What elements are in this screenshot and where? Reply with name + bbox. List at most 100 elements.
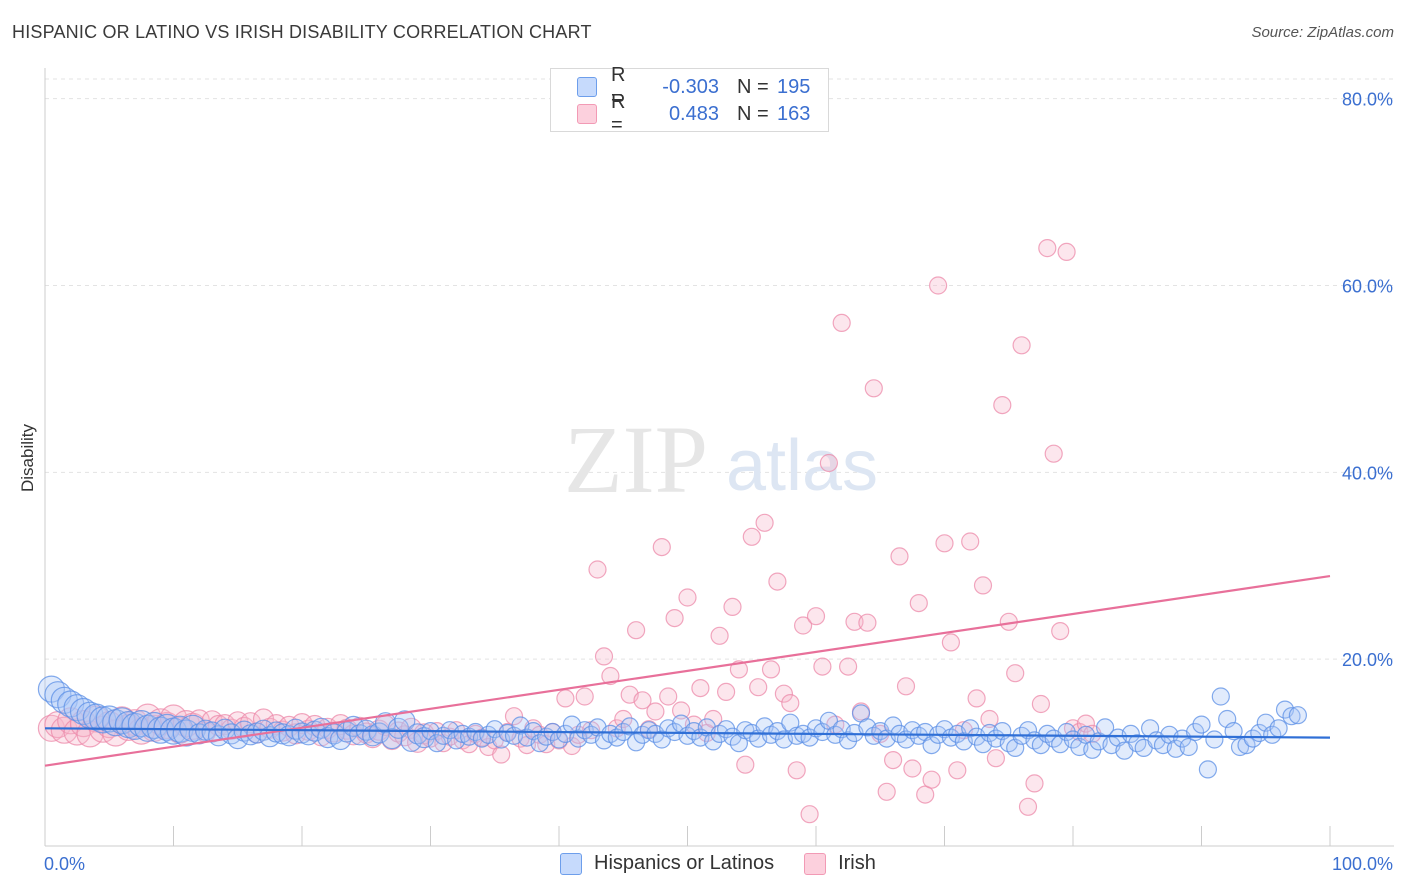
irish-point	[980, 709, 999, 729]
irish-point	[819, 453, 839, 473]
y-tick-label: 60.0%	[1342, 277, 1393, 297]
legend-row-irish: R = 0.483 N = 163	[577, 91, 811, 136]
legend-label-hispanic: Hispanics or Latinos	[594, 852, 775, 874]
irish-point	[832, 313, 851, 332]
hispanic-point	[530, 734, 549, 753]
irish-point	[614, 709, 633, 729]
hispanic-point	[922, 735, 941, 755]
hispanic-point	[1224, 721, 1243, 741]
irish-point	[877, 782, 896, 801]
irish-point	[646, 702, 665, 721]
irish-point	[973, 576, 993, 595]
r-label: R =	[611, 91, 626, 136]
hispanic-point	[1288, 706, 1308, 725]
hispanic-point	[781, 713, 800, 732]
legend-item-hispanic: Hispanics or Latinos	[560, 852, 774, 875]
legend-swatch-irish	[577, 104, 597, 124]
irish-point	[588, 560, 607, 579]
irish-point	[691, 678, 710, 698]
irish-point	[665, 608, 684, 628]
hispanic-point	[1282, 707, 1301, 726]
irish-point	[729, 660, 749, 679]
hispanic-point	[1121, 724, 1140, 744]
hispanic-point	[1198, 760, 1218, 779]
legend-row-hispanic: R = -0.303 N = 195	[577, 64, 811, 109]
r-value-irish: 0.483	[668, 102, 719, 125]
irish-point	[710, 626, 729, 645]
irish-point	[723, 597, 742, 617]
irish-point	[774, 684, 794, 703]
y-tick-label: 40.0%	[1342, 463, 1393, 483]
watermark-atlas: atlas	[726, 426, 878, 506]
irish-point	[594, 647, 614, 666]
irish-point	[864, 379, 883, 398]
irish-point	[1006, 664, 1025, 683]
irish-point	[761, 660, 781, 679]
irish-point	[903, 759, 922, 778]
irish-point	[793, 616, 813, 635]
hispanic-point	[838, 731, 858, 750]
irish-point	[742, 527, 761, 546]
y-axis-label: Disability	[18, 423, 37, 493]
irish-point	[678, 588, 697, 607]
irish-point	[1012, 336, 1031, 355]
irish-point	[601, 666, 620, 686]
x-tick-label: 100.0%	[1332, 854, 1393, 874]
irish-point	[736, 755, 755, 774]
irish-point	[1051, 621, 1070, 641]
irish-point	[883, 750, 903, 770]
irish-point	[1031, 694, 1051, 714]
irish-point	[652, 537, 671, 557]
n-value-irish: 163	[777, 102, 811, 125]
irish-point	[492, 745, 511, 764]
legend-swatch-hispanic	[577, 77, 597, 97]
n-label: N =	[737, 75, 769, 98]
n-value-hispanic: 195	[777, 75, 811, 98]
irish-point	[1038, 239, 1057, 258]
irish-point	[813, 657, 832, 676]
hispanic-point	[1179, 737, 1198, 757]
irish-point	[755, 513, 774, 532]
hispanic-point	[1211, 687, 1230, 706]
irish-point	[909, 593, 928, 613]
irish-point	[838, 657, 858, 676]
grid-lines	[45, 78, 1394, 660]
irish-point	[922, 770, 941, 789]
legend-swatch-irish	[804, 852, 827, 875]
irish-point	[967, 689, 986, 708]
hispanic-point	[1192, 715, 1211, 734]
chart-title: HISPANIC OR LATINO VS IRISH DISABILITY C…	[12, 22, 592, 42]
watermark-zip: ZIP	[564, 406, 708, 513]
irish-point	[800, 805, 819, 824]
irish-point	[1044, 444, 1063, 463]
irish-point	[941, 633, 961, 652]
trend-line-irish	[44, 574, 1331, 767]
irish-point	[671, 701, 691, 720]
irish-point	[781, 693, 800, 713]
r-label: R =	[611, 64, 626, 109]
trend-lines	[44, 574, 1331, 767]
irish-point	[890, 547, 909, 566]
hispanic-point	[626, 733, 646, 752]
irish-point	[768, 572, 787, 591]
hispanic-point	[1269, 719, 1288, 738]
hispanic-point	[633, 725, 652, 744]
irish-point	[896, 677, 916, 696]
legend-item-irish: Irish	[804, 852, 876, 875]
hispanic-point	[620, 717, 639, 736]
irish-point	[806, 607, 826, 626]
irish-point	[1025, 774, 1044, 793]
y-tick-label: 80.0%	[1342, 90, 1393, 110]
irish-point	[633, 691, 652, 710]
legend-swatch-hispanic	[560, 852, 582, 875]
irish-point	[961, 532, 980, 551]
irish-point	[504, 707, 524, 726]
irish-point	[858, 613, 877, 632]
irish-point	[1018, 797, 1038, 816]
hispanic-point	[427, 734, 446, 753]
irish-point	[1057, 242, 1076, 261]
y-tick-label: 20.0%	[1342, 650, 1393, 670]
legend-label-irish: Irish	[838, 852, 876, 874]
irish-point	[575, 687, 594, 706]
